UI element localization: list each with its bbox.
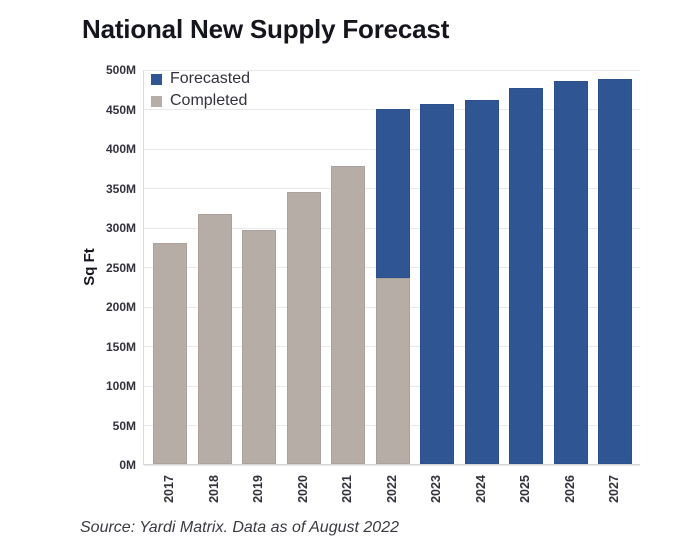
- gridline: [144, 464, 640, 466]
- bar-2027-forecasted: [598, 79, 632, 464]
- bar-2025: [509, 69, 543, 464]
- x-tick-label: 2027: [607, 475, 621, 503]
- y-tick-label: 300M: [105, 221, 136, 235]
- bar-2027: [598, 69, 632, 464]
- x-tick-label: 2021: [340, 475, 354, 503]
- chart-plot-area: Forecasted Completed: [143, 68, 640, 466]
- legend-label: Forecasted: [170, 70, 251, 87]
- x-tick-label: 2025: [518, 475, 532, 503]
- x-tick-label: 2019: [251, 475, 265, 503]
- page-title: National New Supply Forecast: [82, 14, 450, 44]
- x-tick-label: 2023: [429, 475, 443, 503]
- bar-2022-completed: [375, 278, 410, 464]
- x-tick-label: 2020: [295, 475, 310, 503]
- bar-2018-completed: [197, 213, 232, 464]
- y-tick-label: 150M: [105, 339, 136, 354]
- bar-2022: [375, 69, 410, 464]
- y-tick-label: 0M: [119, 458, 136, 472]
- forecasted-swatch-icon: [151, 73, 162, 85]
- gridline: [144, 69, 640, 71]
- bar-2020-completed: [286, 192, 321, 464]
- y-tick-label: 450M: [105, 102, 136, 117]
- y-tick-label: 200M: [105, 300, 136, 314]
- completed-swatch-icon: [151, 95, 162, 107]
- y-tick-label: 50M: [112, 418, 136, 433]
- legend-label: Completed: [170, 92, 248, 109]
- source-note: Source: Yardi Matrix. Data as of August …: [80, 519, 399, 536]
- y-tick-label: 350M: [105, 181, 136, 196]
- bar-2023-forecasted: [420, 103, 454, 464]
- y-tick-label: 400M: [105, 142, 136, 156]
- bar-2026: [553, 69, 588, 464]
- bar-2020: [286, 69, 321, 464]
- y-tick-label: 100M: [105, 379, 136, 393]
- bar-2021: [331, 69, 365, 464]
- y-tick-label: 250M: [105, 260, 136, 275]
- bar-2026-forecasted: [553, 80, 588, 464]
- bar-2017: [153, 69, 187, 464]
- bar-2025-forecasted: [509, 87, 543, 464]
- x-tick-label: 2026: [562, 475, 577, 503]
- bar-2024-forecasted: [464, 99, 499, 464]
- x-tick-label: 2017: [162, 475, 176, 503]
- bar-2023: [420, 69, 454, 464]
- bar-2019-completed: [242, 230, 276, 464]
- y-tick-label: 500M: [105, 63, 136, 77]
- x-tick-label: 2024: [473, 475, 488, 503]
- bar-2018: [197, 69, 232, 464]
- legend-item-forecasted: Forecasted: [151, 68, 250, 90]
- bar-2019: [242, 69, 276, 464]
- x-tick-label: 2022: [384, 475, 399, 503]
- bar-2024: [464, 69, 499, 464]
- bar-2021-completed: [331, 166, 365, 464]
- bar-2017-completed: [153, 242, 187, 464]
- x-tick-label: 2018: [206, 475, 221, 503]
- legend-item-completed: Completed: [151, 90, 250, 112]
- legend: Forecasted Completed: [151, 68, 250, 112]
- bar-2022-forecasted: [375, 108, 410, 279]
